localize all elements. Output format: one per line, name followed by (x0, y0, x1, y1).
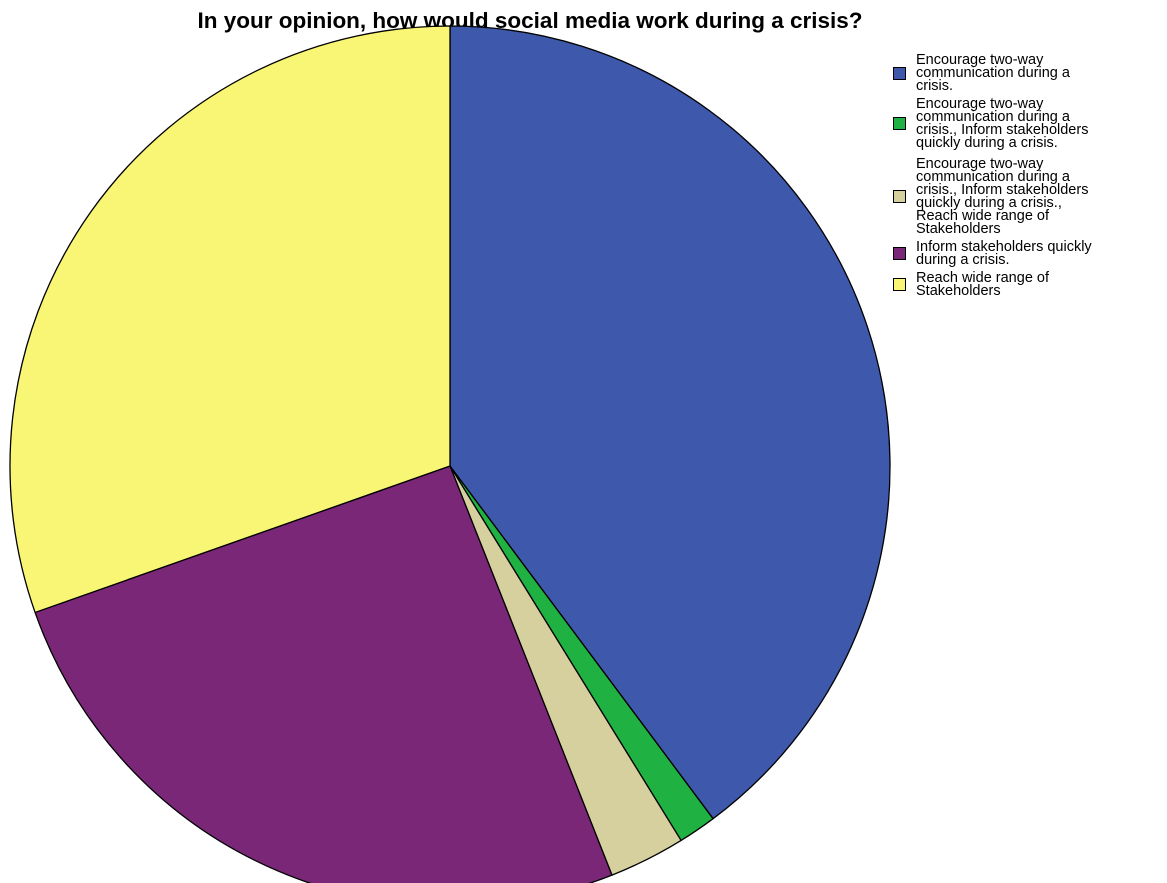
legend-swatch (893, 190, 906, 203)
legend-label: Encourage two-way communication during a… (916, 54, 1167, 93)
legend-label: Encourage two-way communication during a… (916, 158, 1167, 236)
legend-label: Reach wide range of Stakeholders (916, 272, 1167, 298)
legend: Encourage two-way communication during a… (890, 54, 1167, 303)
legend-label: Encourage two-way communication during a… (916, 98, 1167, 150)
legend-swatch (893, 247, 906, 260)
legend-item-two-way-inform: Encourage two-way communication during a… (890, 98, 1167, 150)
legend-swatch (893, 117, 906, 130)
legend-item-inform: Inform stakeholders quickly during a cri… (890, 241, 1167, 267)
legend-item-reach: Reach wide range of Stakeholders (890, 272, 1167, 298)
legend-item-two-way: Encourage two-way communication during a… (890, 54, 1167, 93)
legend-item-two-way-inform-reach: Encourage two-way communication during a… (890, 158, 1167, 236)
legend-swatch (893, 67, 906, 80)
legend-swatch (893, 278, 906, 291)
legend-label: Inform stakeholders quickly during a cri… (916, 241, 1167, 267)
